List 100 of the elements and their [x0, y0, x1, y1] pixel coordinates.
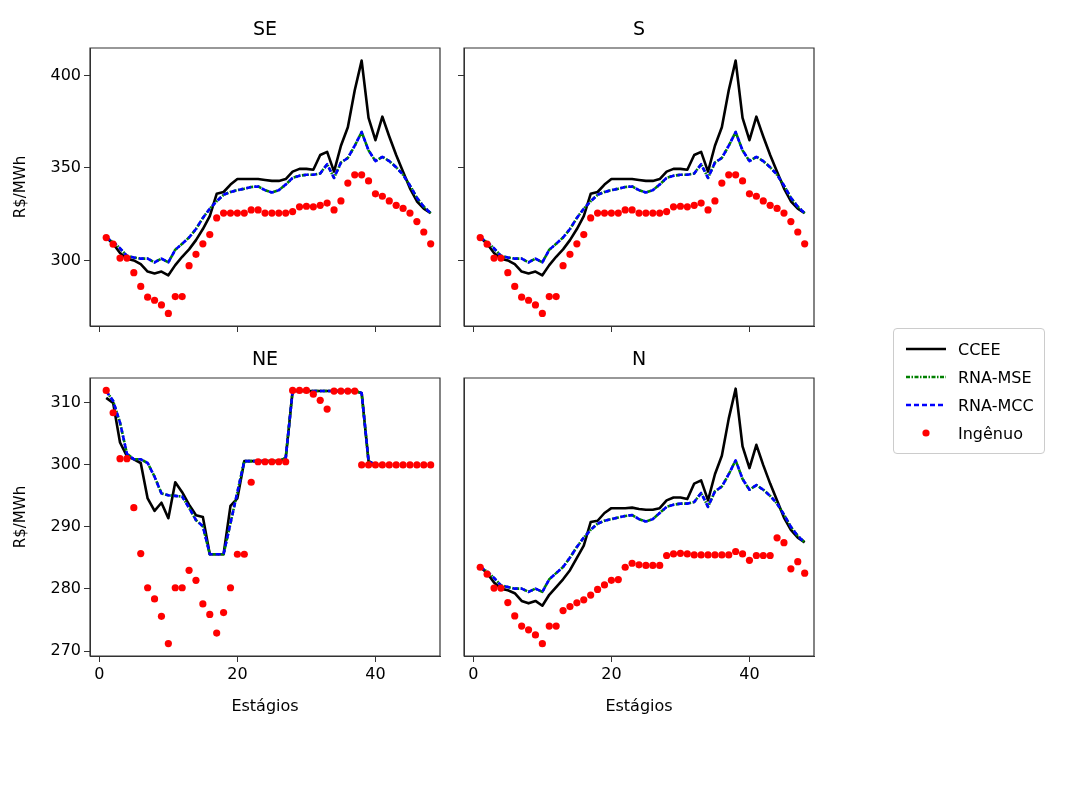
- point: [490, 584, 498, 592]
- point: [219, 209, 228, 217]
- point: [302, 202, 311, 210]
- point: [164, 309, 172, 318]
- point: [663, 208, 671, 216]
- point: [282, 209, 290, 217]
- point: [192, 576, 200, 584]
- point: [676, 202, 685, 210]
- point: [358, 461, 366, 469]
- point: [711, 197, 719, 205]
- point: [275, 458, 283, 466]
- point: [144, 293, 152, 301]
- point: [697, 199, 705, 207]
- point: [524, 296, 533, 304]
- point: [102, 233, 110, 242]
- point: [718, 551, 726, 559]
- point: [552, 292, 560, 301]
- point: [385, 461, 393, 469]
- x-tick-label: 20: [601, 663, 622, 683]
- point: [206, 610, 214, 619]
- point: [344, 387, 352, 395]
- point: [725, 171, 733, 179]
- point: [137, 282, 145, 290]
- point: [226, 584, 235, 592]
- point: [233, 550, 241, 558]
- point: [773, 204, 781, 213]
- legend-label: Ingênuo: [958, 423, 1023, 443]
- point: [116, 455, 124, 463]
- point: [580, 596, 588, 604]
- point: [371, 461, 380, 469]
- point: [628, 559, 636, 567]
- y-tick-label: 300: [50, 249, 81, 269]
- point: [399, 461, 407, 469]
- point: [697, 551, 705, 559]
- point: [399, 204, 407, 213]
- point: [226, 209, 235, 217]
- point: [302, 386, 311, 395]
- point: [704, 551, 712, 559]
- point: [109, 240, 117, 248]
- point: [309, 203, 317, 211]
- y-axis-title: R$/MWh: [10, 155, 29, 219]
- point: [766, 201, 774, 209]
- point: [185, 262, 193, 270]
- point: [171, 292, 179, 301]
- point: [289, 208, 297, 216]
- point: [123, 455, 131, 463]
- point: [524, 626, 533, 634]
- point: [690, 551, 698, 559]
- point: [704, 206, 712, 214]
- point: [566, 250, 574, 258]
- point: [364, 461, 373, 469]
- y-tick-label: 300: [50, 454, 81, 474]
- point: [607, 576, 615, 584]
- chart-title: S: [632, 17, 646, 40]
- point: [787, 218, 795, 226]
- y-axis-title: R$/MWh: [10, 485, 29, 549]
- point: [144, 584, 152, 592]
- point: [545, 292, 553, 301]
- point: [669, 550, 678, 558]
- point: [219, 608, 228, 617]
- point: [649, 561, 657, 569]
- point: [420, 461, 428, 469]
- y-tick-label: 310: [50, 391, 81, 411]
- point: [780, 209, 788, 217]
- point: [178, 584, 186, 592]
- point: [102, 386, 110, 395]
- point: [614, 575, 622, 584]
- point: [413, 218, 421, 226]
- point: [642, 561, 650, 569]
- point: [427, 240, 435, 248]
- point: [759, 551, 767, 560]
- point: [199, 240, 207, 248]
- point: [683, 203, 691, 211]
- point: [552, 622, 560, 630]
- point: [621, 206, 629, 214]
- point: [780, 539, 788, 547]
- point: [123, 254, 131, 262]
- point: [157, 301, 166, 309]
- point: [794, 228, 802, 236]
- y-tick-label: 350: [50, 157, 81, 177]
- point: [587, 591, 595, 599]
- point: [240, 209, 248, 217]
- y-tick-label: 290: [50, 516, 81, 536]
- point: [247, 478, 255, 486]
- x-tick-label: 40: [739, 663, 760, 683]
- point: [330, 387, 338, 395]
- point: [573, 599, 581, 607]
- point: [759, 197, 767, 205]
- point: [607, 209, 615, 217]
- point: [130, 504, 138, 512]
- point: [628, 206, 636, 214]
- point: [295, 203, 304, 211]
- x-tick-label: 0: [468, 663, 479, 683]
- point: [669, 203, 678, 211]
- point: [358, 171, 366, 179]
- point: [192, 250, 200, 258]
- y-tick-label: 270: [50, 640, 81, 660]
- point: [600, 209, 609, 217]
- point: [518, 622, 526, 630]
- point: [663, 551, 671, 560]
